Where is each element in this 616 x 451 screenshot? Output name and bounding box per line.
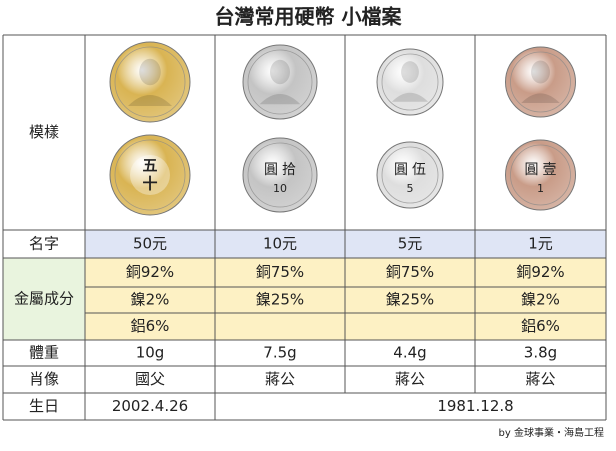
portrait-head	[531, 60, 550, 84]
birthday: 2002.4.26	[112, 397, 188, 415]
metal-content: 銅75%	[386, 263, 434, 281]
coin-text: 圓	[525, 162, 539, 178]
coin-obverse	[376, 48, 444, 116]
metal-content: 鎳25%	[386, 291, 434, 309]
coin-obverse	[242, 44, 318, 120]
coin-reverse	[376, 141, 444, 209]
portrait-shoulders	[391, 92, 429, 102]
weight: 7.5g	[263, 344, 296, 362]
coin-rim	[247, 142, 313, 208]
portrait-head	[401, 61, 419, 83]
metal-content: 鋁6%	[521, 317, 560, 335]
coin-rim	[381, 53, 439, 111]
coin-text: 十	[142, 175, 157, 193]
portrait-shoulders	[521, 93, 560, 103]
portrait: 國父	[135, 370, 165, 388]
coin-text: 圓	[264, 162, 278, 178]
portrait: 蔣公	[525, 370, 555, 388]
coin-name: 5元	[398, 235, 423, 253]
weight: 3.8g	[524, 344, 557, 362]
row-label: 生日	[29, 397, 59, 415]
coin-rim	[510, 144, 571, 206]
portrait-shoulders	[128, 95, 172, 106]
portrait: 蔣公	[395, 370, 425, 388]
coin-name: 50元	[133, 235, 167, 253]
coin-rim	[510, 51, 571, 113]
coin-text: 五	[142, 157, 157, 175]
coin-text: 拾	[282, 162, 296, 178]
coin-text: 壹	[543, 162, 557, 178]
metal-content: 銅92%	[516, 263, 564, 281]
coin-text: 5	[407, 182, 414, 195]
portrait-shoulders	[259, 94, 301, 105]
row-label: 金屬成分	[14, 290, 74, 308]
coin-text: 10	[273, 182, 287, 195]
row-label: 體重	[29, 344, 59, 362]
row-label: 模樣	[29, 123, 59, 141]
coin-rim	[381, 146, 439, 204]
row-label: 肖像	[29, 370, 59, 388]
birthday: 1981.12.8	[437, 397, 513, 415]
coin-rim	[114, 139, 186, 211]
coin-center	[130, 155, 170, 195]
row-label: 名字	[29, 235, 59, 253]
coin-rim	[114, 46, 186, 118]
coin-reverse	[109, 134, 191, 216]
coin-name: 10元	[263, 235, 297, 253]
metal-content: 鎳2%	[521, 291, 560, 309]
weight: 4.4g	[393, 344, 426, 362]
coin-name: 1元	[528, 235, 553, 253]
footer: by 金球事業・海島工程	[499, 426, 604, 439]
portrait: 蔣公	[265, 370, 295, 388]
coin-reverse	[242, 137, 318, 213]
coin-text: 1	[537, 182, 544, 195]
weight: 10g	[136, 344, 165, 362]
coin-rim	[247, 49, 313, 115]
portrait-head	[270, 59, 290, 85]
coin-text: 圓	[394, 162, 408, 178]
coin-text: 伍	[412, 162, 426, 178]
metal-content: 鎳25%	[256, 291, 304, 309]
metal-content: 銅92%	[126, 263, 174, 281]
coin-reverse	[505, 139, 576, 211]
metal-label-bg	[3, 258, 85, 340]
metal-content: 鋁6%	[131, 317, 170, 335]
portrait-head	[139, 58, 161, 86]
coin-obverse	[109, 41, 191, 123]
coin-obverse	[505, 46, 576, 118]
metal-content: 鎳2%	[131, 291, 170, 309]
metal-content: 銅75%	[256, 263, 304, 281]
title: 台灣常用硬幣 小檔案	[215, 5, 403, 29]
